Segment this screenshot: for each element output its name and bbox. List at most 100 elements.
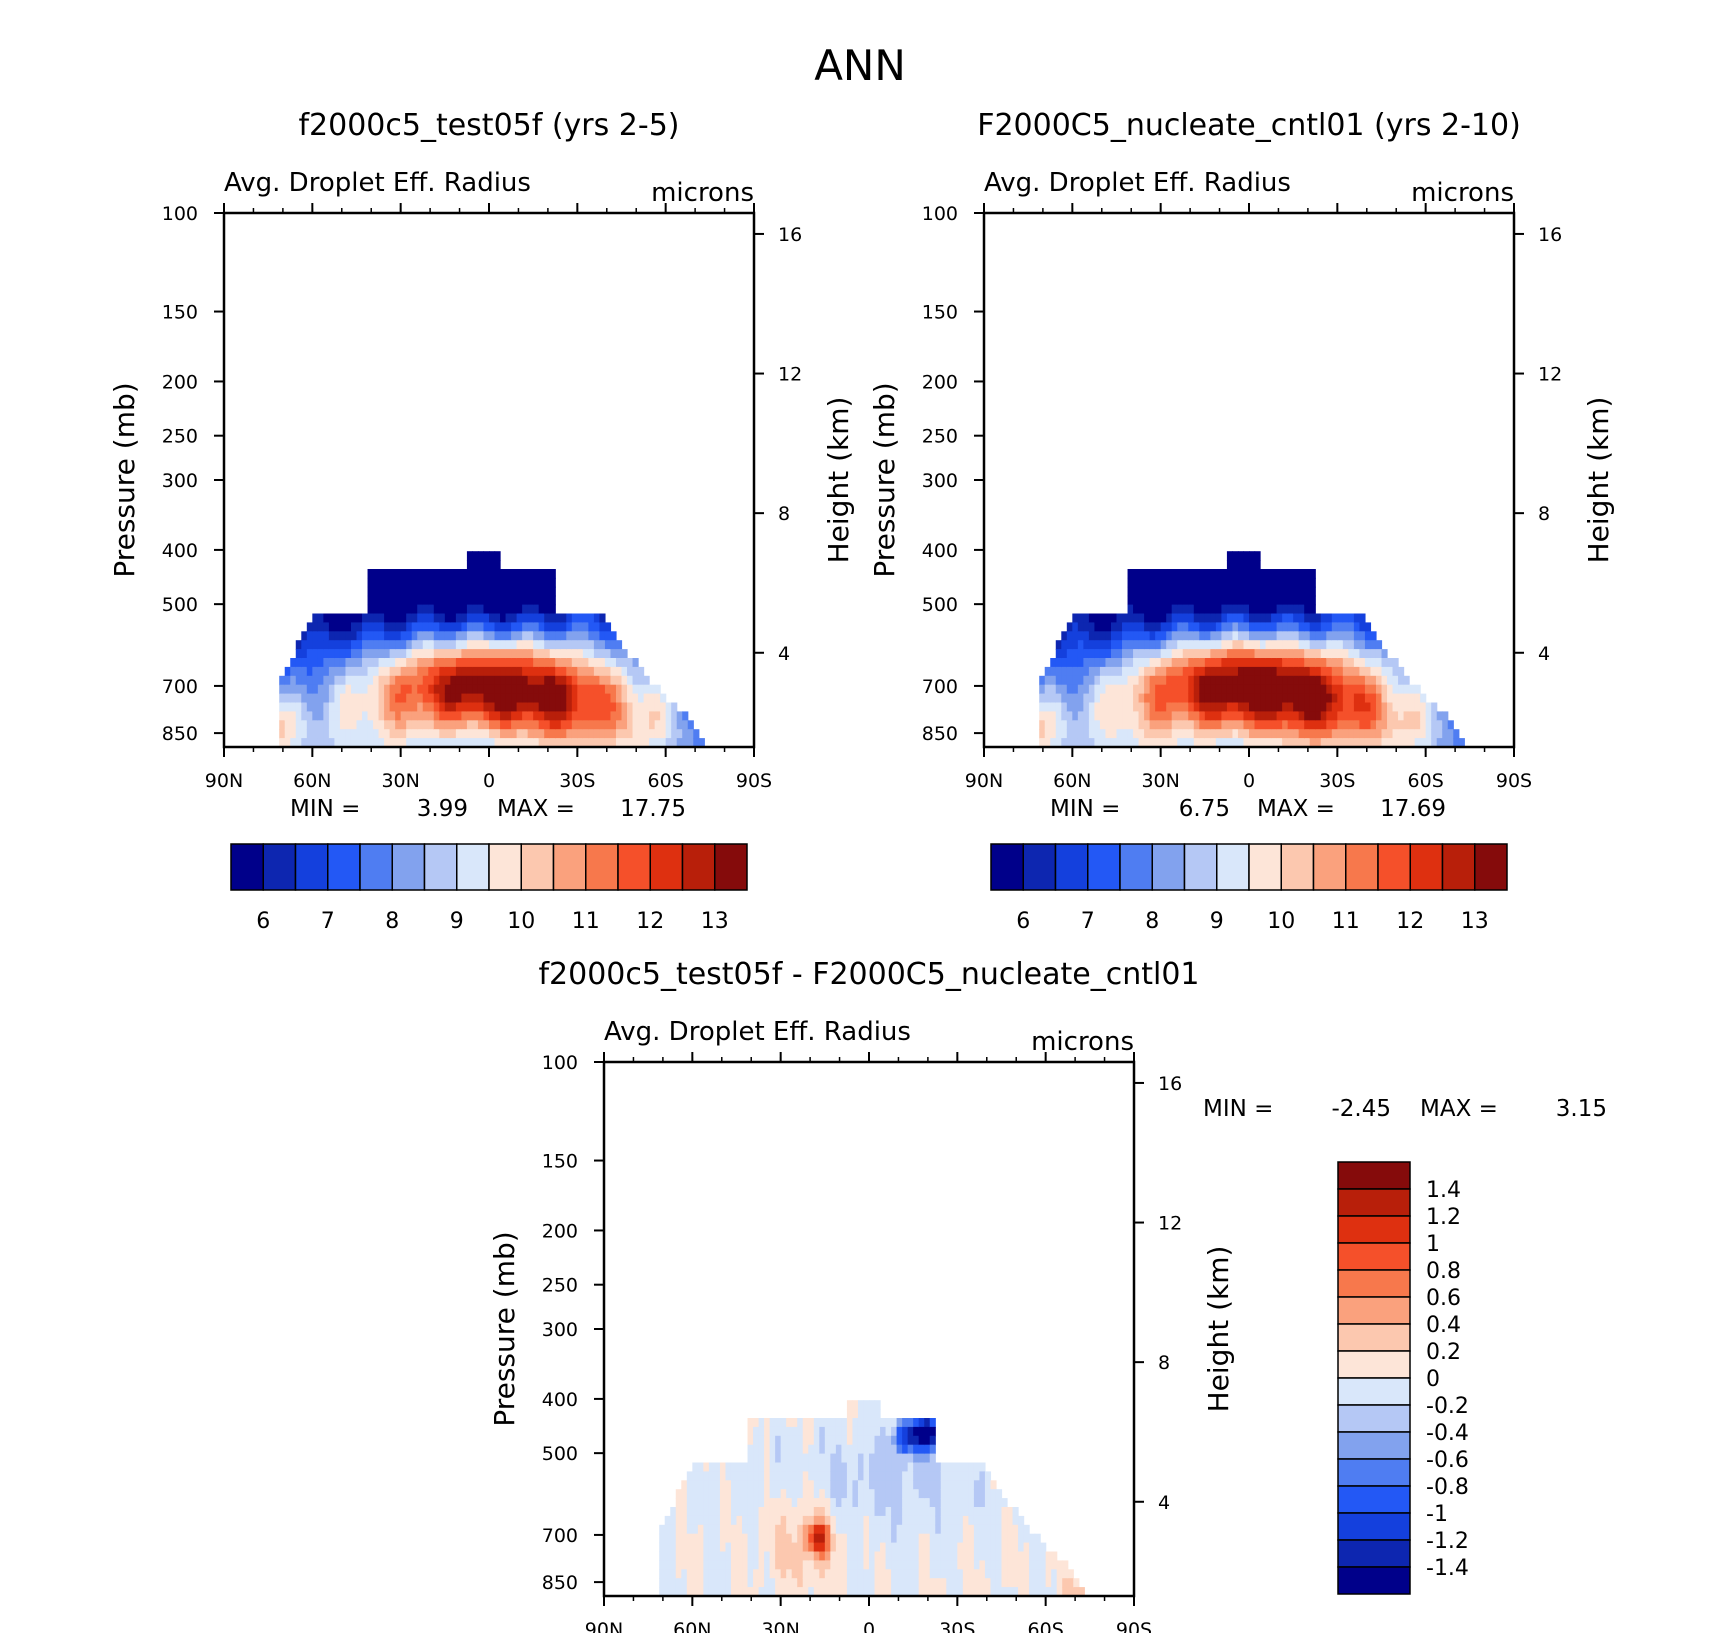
contour-cell	[1182, 666, 1189, 677]
contour-cell	[841, 1435, 848, 1446]
contour-cell	[1293, 711, 1300, 721]
contour-cell	[797, 1453, 804, 1464]
contour-cell	[1061, 640, 1068, 650]
contour-cell	[1315, 631, 1322, 641]
contour-cell	[1403, 720, 1410, 730]
contour-cell	[1282, 666, 1289, 677]
contour-cell	[433, 595, 440, 606]
colorbar-box	[1474, 843, 1508, 891]
contour-cell	[411, 693, 418, 704]
contour-cell	[813, 1426, 820, 1437]
contour-cell	[703, 1489, 710, 1499]
contour-cell	[549, 675, 556, 686]
y-tick-label: 700	[162, 676, 198, 698]
contour-cell	[1381, 649, 1388, 659]
contour-cell	[610, 738, 617, 748]
contour-cell	[593, 702, 601, 712]
contour-cell	[659, 1569, 666, 1579]
contour-cell	[775, 1533, 782, 1544]
contour-cell	[417, 711, 424, 721]
contour-cell	[1199, 622, 1206, 632]
contour-cell	[549, 613, 556, 623]
contour-cell	[1044, 684, 1051, 695]
contour-cell	[874, 1560, 881, 1570]
contour-cell	[1342, 675, 1349, 686]
contour-cell	[323, 658, 330, 668]
contour-cell	[577, 711, 584, 721]
contour-cell	[1083, 729, 1090, 739]
contour-cell	[1425, 729, 1432, 739]
contour-cell	[857, 1498, 865, 1508]
contour-cell	[538, 595, 545, 606]
contour-cell	[1282, 577, 1289, 588]
contour-cell	[1193, 569, 1200, 579]
contour-cell	[389, 586, 396, 597]
contour-cell	[1348, 684, 1355, 695]
contour-cell	[555, 675, 562, 686]
contour-cell	[323, 640, 330, 650]
contour-cell	[813, 1569, 820, 1579]
contour-cell	[461, 693, 468, 704]
contour-cell	[719, 1542, 727, 1553]
contour-cell	[1331, 613, 1338, 623]
contour-cell	[582, 649, 589, 659]
contour-cell	[1298, 595, 1305, 606]
contour-cell	[1133, 649, 1140, 659]
contour-cell	[863, 1498, 870, 1508]
contour-cell	[929, 1542, 936, 1553]
contour-cell	[1243, 569, 1250, 579]
contour-cell	[736, 1551, 743, 1561]
contour-cell	[599, 658, 606, 668]
contour-cell	[918, 1578, 925, 1588]
contour-cell	[913, 1542, 920, 1553]
contour-cell	[692, 1462, 699, 1472]
contour-cell	[902, 1515, 909, 1526]
contour-cell	[874, 1542, 881, 1553]
contour-cell	[1265, 666, 1272, 677]
contour-cell	[604, 738, 612, 748]
contour-cell	[1055, 693, 1062, 704]
contour-cell	[1359, 631, 1366, 641]
contour-cell	[1018, 1542, 1025, 1553]
y-tick-label: 150	[922, 302, 958, 324]
contour-cell	[857, 1569, 865, 1579]
contour-cell	[1210, 569, 1217, 579]
contour-cell	[378, 720, 385, 730]
contour-cell	[538, 684, 545, 695]
contour-cell	[477, 604, 485, 615]
contour-cell	[1193, 577, 1200, 588]
contour-cell	[1320, 622, 1327, 632]
contour-cell	[1226, 560, 1234, 570]
contour-cell	[317, 729, 324, 739]
contour-cell	[290, 729, 297, 739]
contour-cell	[505, 595, 512, 606]
contour-cell	[846, 1462, 854, 1472]
contour-cell	[323, 675, 330, 686]
contour-cell	[461, 675, 468, 686]
contour-cell	[522, 675, 529, 686]
contour-cell	[1210, 631, 1217, 641]
contour-cell	[1116, 720, 1123, 730]
contour-cell	[984, 1480, 992, 1490]
contour-cell	[1414, 729, 1421, 739]
contour-cell	[830, 1587, 837, 1597]
contour-cell	[1045, 1569, 1052, 1579]
contour-cell	[896, 1542, 903, 1553]
contour-cell	[1050, 693, 1057, 704]
contour-cell	[863, 1400, 870, 1410]
colorbar-label: 7	[1081, 909, 1095, 934]
contour-cell	[610, 658, 617, 668]
contour-cell	[395, 613, 402, 623]
contour-cell	[1171, 693, 1178, 704]
contour-cell	[1420, 711, 1427, 721]
contour-cell	[1077, 720, 1084, 730]
contour-cell	[1127, 675, 1134, 686]
contour-cell	[1359, 738, 1366, 748]
contour-cell	[780, 1471, 787, 1481]
contour-cell	[455, 738, 462, 748]
contour-cell	[1088, 622, 1096, 632]
contour-cell	[681, 1533, 688, 1544]
contour-cell	[1265, 675, 1272, 686]
contour-cell	[610, 729, 617, 739]
contour-cell	[345, 702, 352, 712]
